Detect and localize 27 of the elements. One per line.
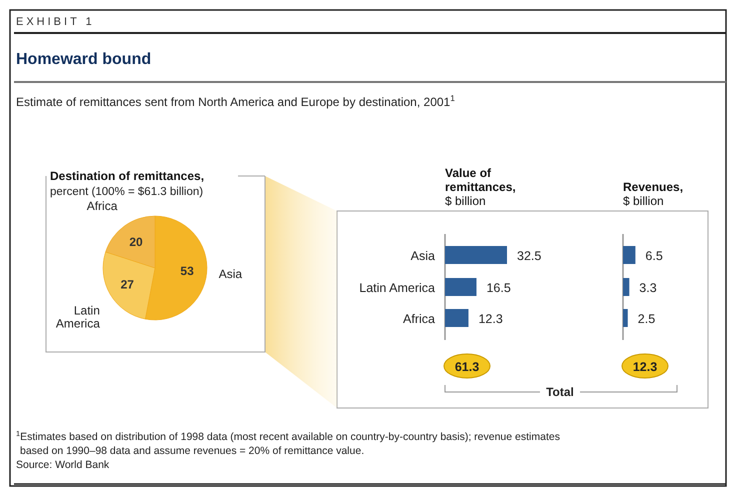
text: Total [546, 385, 574, 399]
data-label: 27 [120, 277, 134, 292]
text: 61.3 [454, 360, 480, 374]
data-label: 53 [180, 264, 194, 278]
text: 12.3 [632, 360, 658, 374]
text: Estimate of remittances sent from North America and Europe by destination, 2001$^{1}$ [16, 93, 456, 109]
text: EXHIBIT 1 [16, 16, 95, 28]
text: $^{1}$Estimates based on distribution of 1998 data (most recent available on country-by-country basis); revenue estimates based on 1990–98 data and assume revenues = 20% of remittance value. [16, 428, 560, 457]
data-label: 6.5 [645, 249, 663, 263]
slice-label: Latin America [56, 304, 100, 331]
data-label: 16.5 [486, 281, 511, 295]
data-label: 2.5 [638, 312, 656, 326]
data-label: 3.3 [639, 281, 657, 295]
chart-title: Value of remittances, $ billion [445, 166, 516, 208]
data-label: 20 [129, 234, 144, 249]
data-label: 32.5 [517, 249, 542, 263]
slice-label: Asia [218, 267, 242, 282]
slice-label: Africa [86, 199, 118, 214]
chart-title: Revenues, $ billion [623, 180, 684, 208]
chart-subtitle: percent (100% = $61.3 billion) [50, 186, 204, 198]
y-tick-label: Asia [410, 249, 436, 263]
data-label: 12.3 [478, 312, 503, 326]
y-tick-label: Latin America [359, 281, 436, 295]
source-note: Source: World Bank [16, 459, 110, 471]
y-tick-label: Africa [403, 312, 436, 326]
chart-title: Destination of remittances, [50, 169, 204, 183]
text: Homeward bound [16, 51, 152, 68]
